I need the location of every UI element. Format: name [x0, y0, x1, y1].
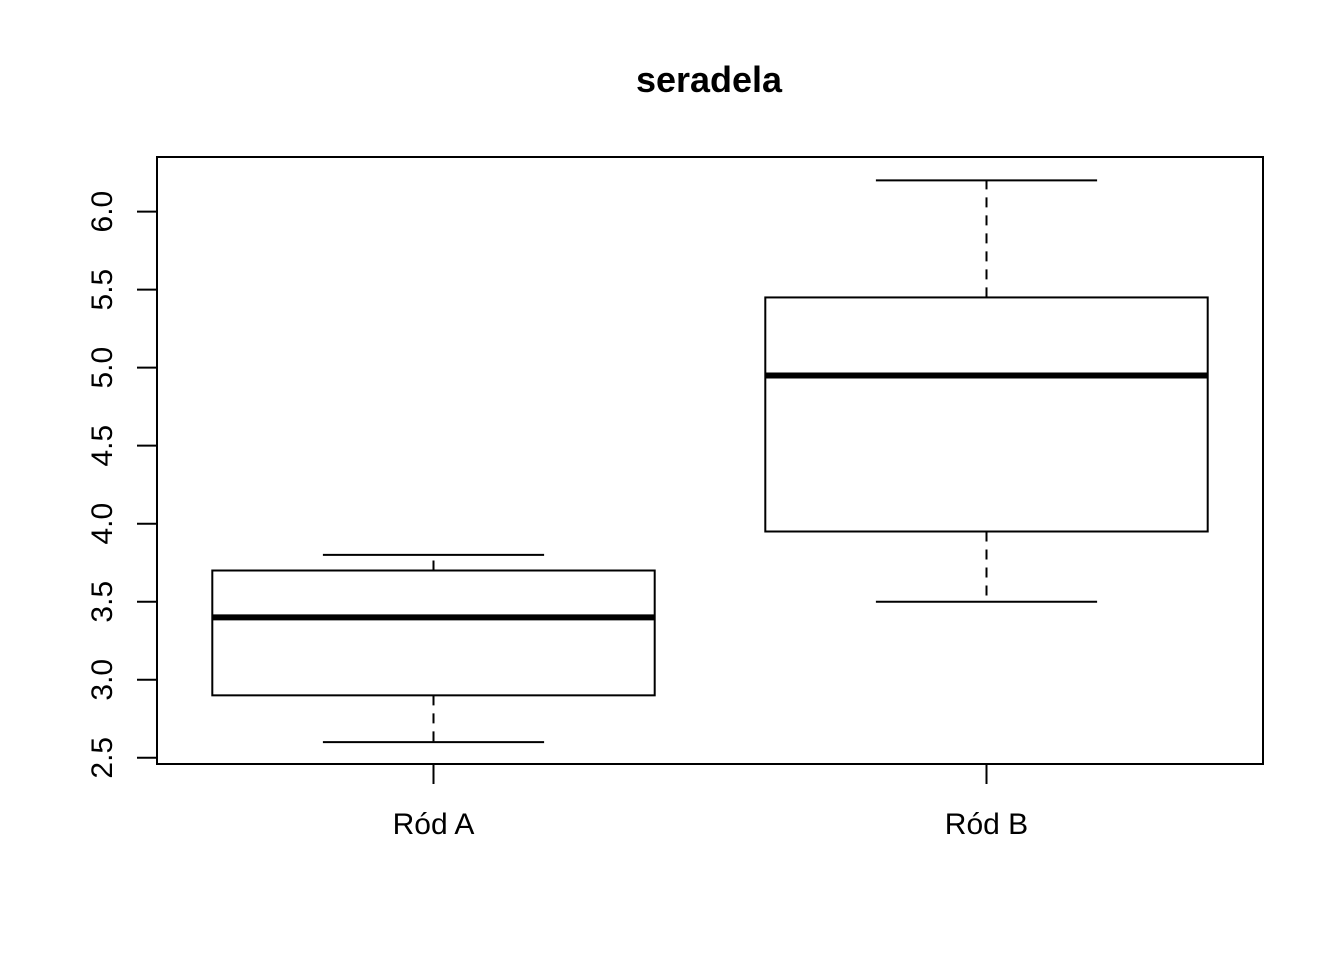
y-tick-label: 6.0 [86, 191, 119, 233]
y-tick-label: 4.0 [86, 503, 119, 545]
box-2 [764, 179, 1209, 603]
y-axis: 2.5 3.0 3.5 4.0 4.5 5.0 5.5 6.0 [86, 191, 158, 779]
plot-frame [156, 156, 1264, 765]
y-tick-label: 4.5 [86, 425, 119, 467]
chart-title: seradela [636, 59, 783, 100]
y-tick-label: 5.5 [86, 269, 119, 311]
y-tick-label: 3.0 [86, 659, 119, 701]
boxes [211, 179, 1209, 744]
box-1 [211, 553, 656, 744]
y-tick-label: 2.5 [86, 737, 119, 779]
x-tick-label: Ród A [393, 808, 475, 841]
y-tick-label: 3.5 [86, 581, 119, 623]
x-tick-label: Ród B [945, 808, 1028, 841]
x-axis: Ród A Ród B [393, 764, 1028, 841]
iqr-box [764, 296, 1209, 533]
iqr-box [211, 569, 656, 697]
y-tick-label: 5.0 [86, 347, 119, 389]
